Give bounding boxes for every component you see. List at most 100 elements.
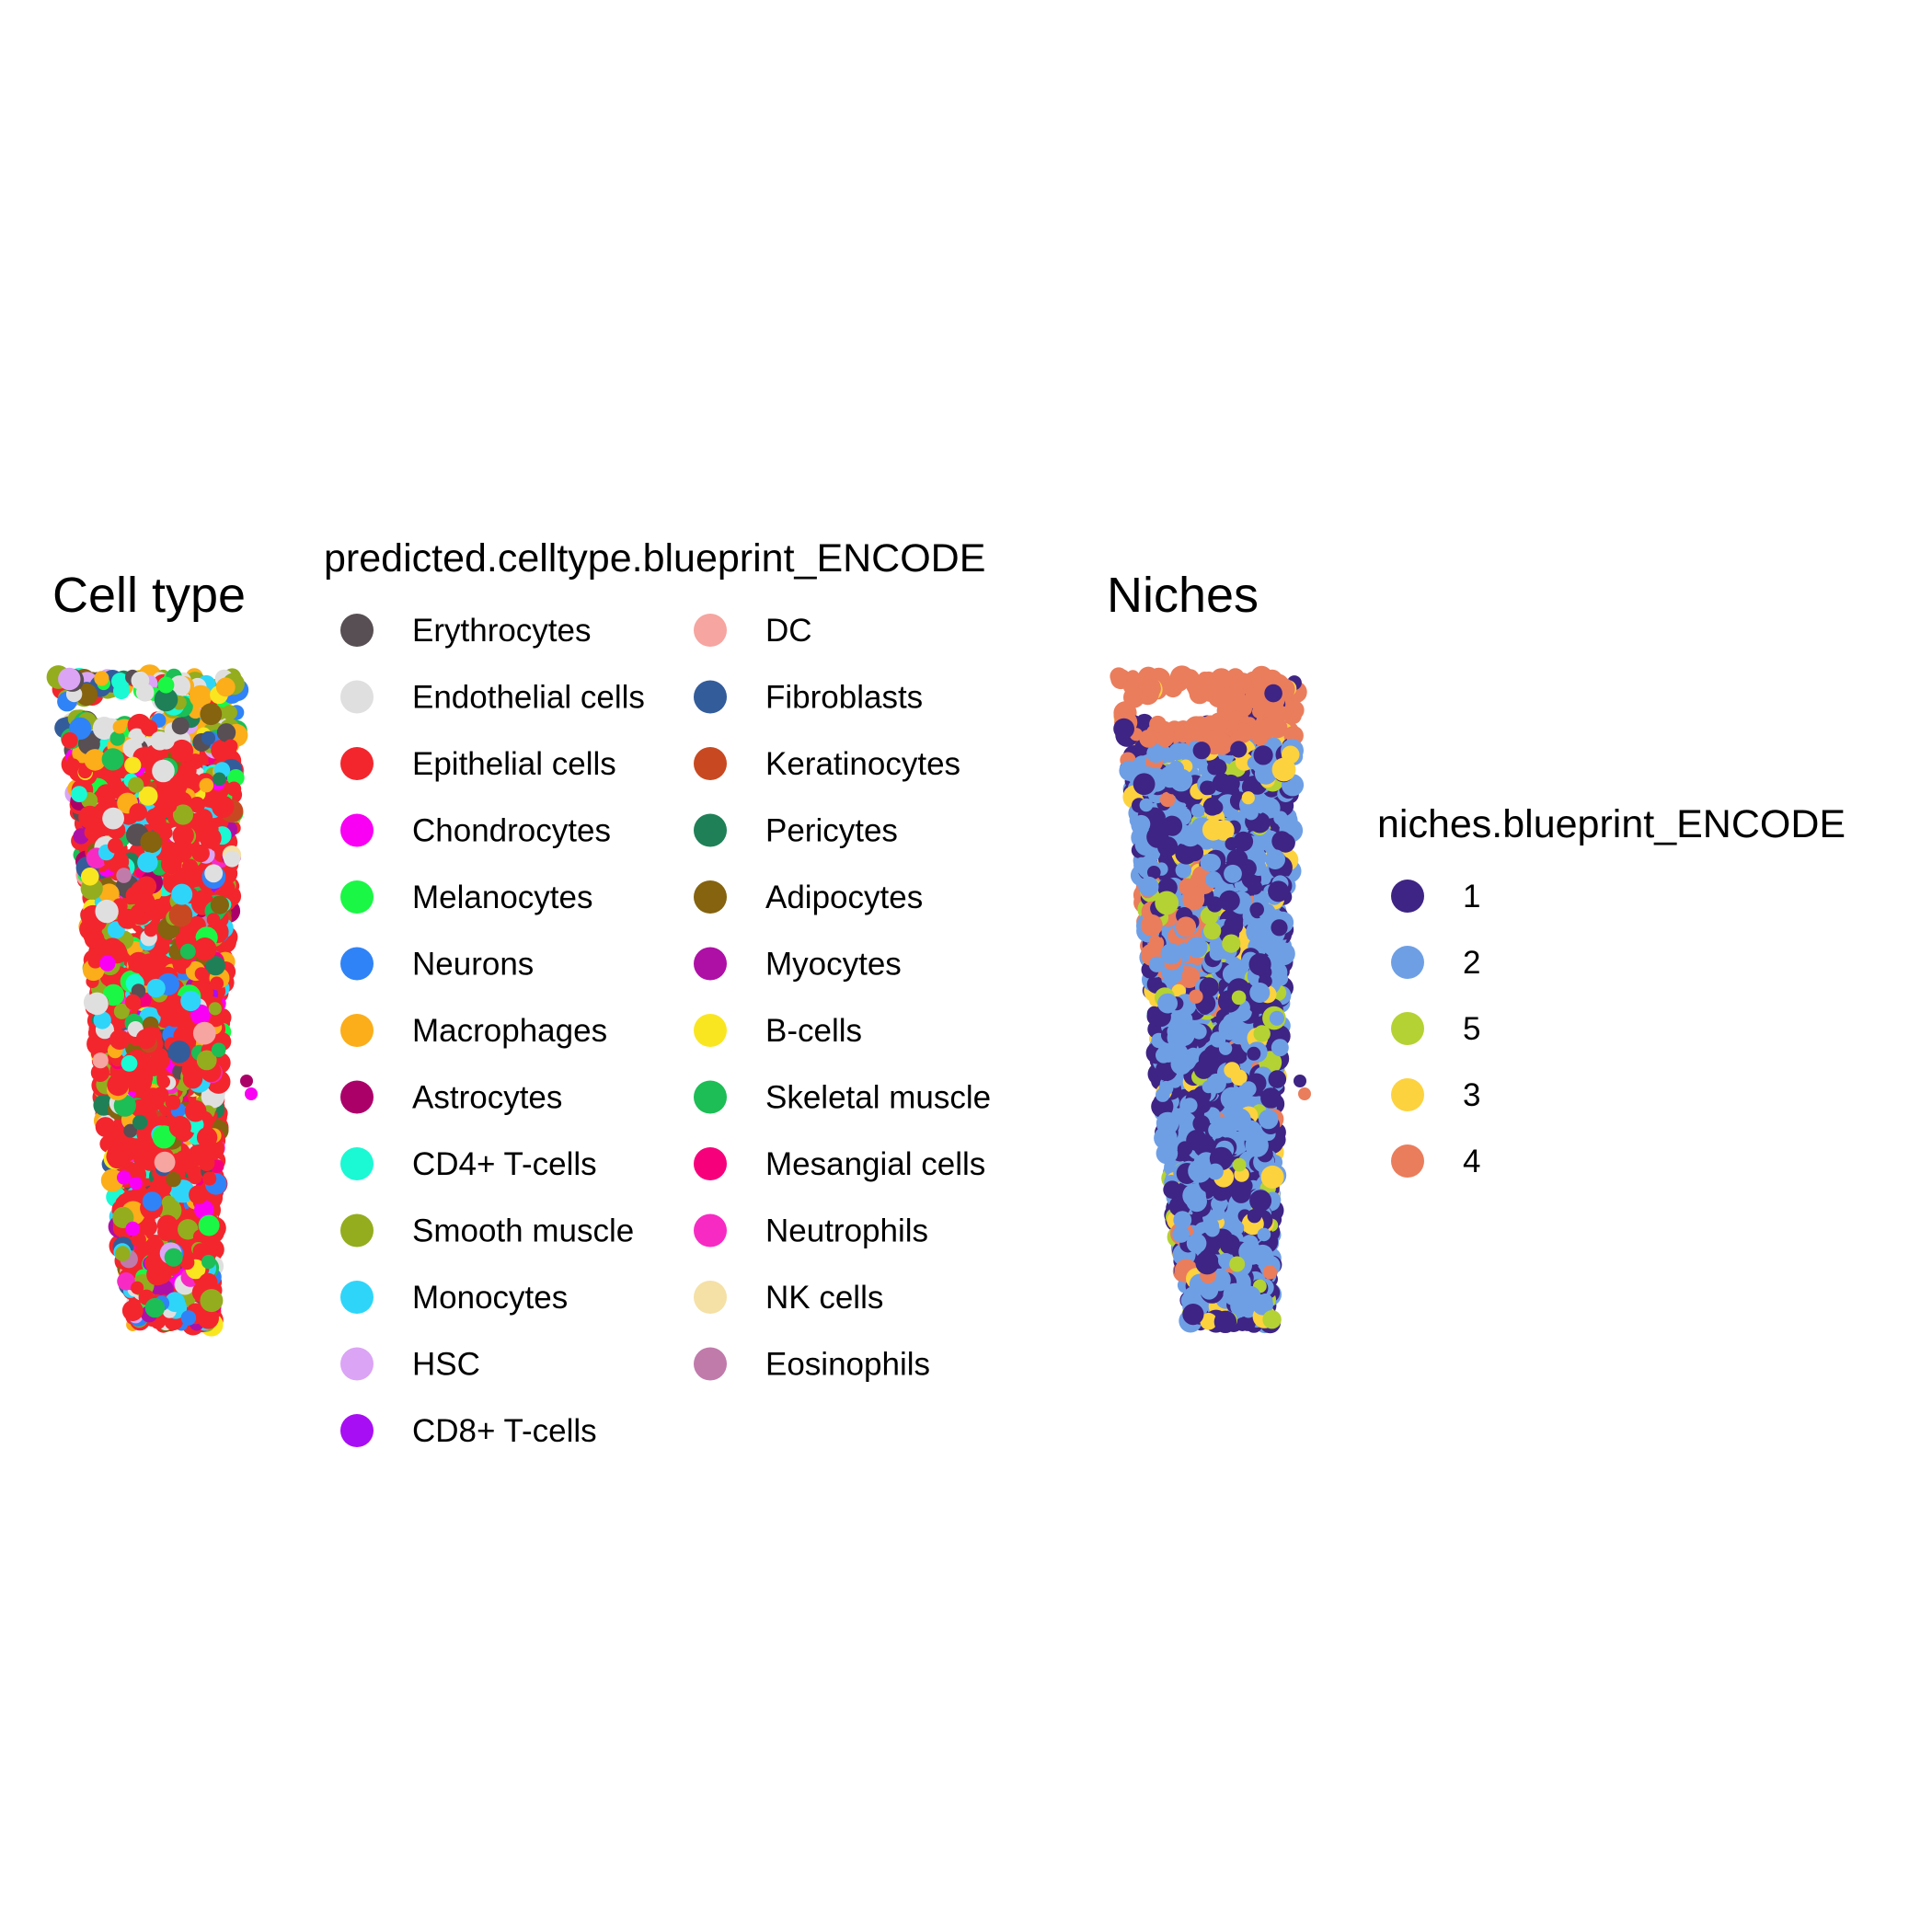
niches-point bbox=[1202, 797, 1222, 816]
legend-key bbox=[340, 813, 374, 847]
celltype-point bbox=[208, 1002, 222, 1016]
legend-item-eosinophils: Eosinophils bbox=[694, 1347, 930, 1383]
celltype-point bbox=[182, 1069, 203, 1089]
celltype-point bbox=[210, 976, 224, 991]
celltype-point bbox=[117, 1170, 132, 1185]
legend-item-dc: DC bbox=[694, 613, 812, 649]
niches-point bbox=[1190, 1023, 1207, 1040]
legend-item-epithelial-cells: Epithelial cells bbox=[340, 746, 616, 782]
celltype-point bbox=[90, 1063, 109, 1082]
celltype-point bbox=[93, 1011, 111, 1029]
celltype-point bbox=[132, 1114, 148, 1131]
celltype-point bbox=[172, 824, 194, 846]
celltype-point bbox=[84, 749, 107, 771]
celltype-point bbox=[199, 1144, 217, 1161]
celltype-point bbox=[129, 803, 147, 822]
celltype-point bbox=[156, 1075, 170, 1089]
celltype-point bbox=[222, 705, 237, 720]
celltype-point bbox=[117, 1272, 135, 1291]
legend-label: Epithelial cells bbox=[412, 746, 616, 782]
legend-item-chondrocytes: Chondrocytes bbox=[340, 813, 611, 849]
celltype-point bbox=[200, 703, 223, 726]
celltype-point bbox=[210, 895, 229, 914]
legend-key bbox=[340, 680, 374, 714]
celltype-point bbox=[58, 667, 81, 691]
celltype-point bbox=[179, 943, 196, 960]
celltype-point bbox=[127, 716, 144, 732]
celltype-point bbox=[144, 1297, 166, 1318]
celltype-point bbox=[154, 1151, 176, 1173]
niches-panel: Niches bbox=[1107, 568, 1311, 1334]
legend-label: CD8+ T-cells bbox=[412, 1413, 597, 1449]
niches-point bbox=[1146, 743, 1166, 764]
celltype-point bbox=[168, 903, 193, 927]
celltype-point bbox=[75, 683, 98, 707]
celltype-point bbox=[195, 809, 213, 827]
legend-key bbox=[694, 1281, 727, 1314]
celltype-point bbox=[196, 1127, 218, 1148]
celltype-point bbox=[107, 1142, 130, 1166]
celltype-legend: predicted.celltype.blueprint_ENCODE Eryt… bbox=[324, 536, 991, 1449]
celltype-panel: Cell type bbox=[46, 568, 258, 1337]
celltype-point bbox=[135, 1029, 156, 1050]
celltype-point bbox=[199, 777, 214, 793]
legend-label: Endothelial cells bbox=[412, 680, 645, 716]
celltype-point bbox=[116, 868, 132, 883]
niches-point bbox=[1276, 706, 1292, 721]
legend-label: Macrophages bbox=[412, 1013, 607, 1049]
celltype-point bbox=[129, 1177, 143, 1190]
legend-item-macrophages: Macrophages bbox=[340, 1013, 607, 1049]
celltype-point bbox=[146, 978, 166, 998]
celltype-point bbox=[167, 1041, 191, 1064]
celltype-point bbox=[140, 831, 163, 854]
celltype-point bbox=[171, 717, 190, 735]
celltype-point bbox=[112, 1206, 134, 1228]
celltype-point bbox=[192, 1021, 216, 1045]
legend-key bbox=[694, 680, 727, 714]
legend-key bbox=[340, 947, 374, 981]
legend-label: Astrocytes bbox=[412, 1080, 562, 1116]
legend-key bbox=[340, 1281, 374, 1314]
celltype-point bbox=[138, 786, 158, 806]
legend-key bbox=[694, 1213, 727, 1248]
niches-point bbox=[1222, 934, 1241, 953]
legend-key bbox=[694, 1347, 727, 1381]
niches-point bbox=[1262, 1265, 1278, 1280]
legend-key bbox=[340, 614, 374, 647]
celltype-point bbox=[134, 1068, 154, 1087]
celltype-point bbox=[150, 730, 170, 751]
niches-scatter bbox=[1110, 665, 1311, 1334]
celltype-scatter bbox=[46, 664, 258, 1337]
celltype-point bbox=[189, 684, 213, 708]
celltype-point bbox=[175, 1150, 190, 1165]
celltype-point bbox=[92, 1052, 109, 1069]
niches-point bbox=[1237, 674, 1252, 690]
niches-point bbox=[1179, 824, 1202, 847]
celltype-point bbox=[187, 753, 203, 770]
legend-item-skeletal-muscle: Skeletal muscle bbox=[694, 1080, 991, 1116]
celltype-point bbox=[86, 992, 109, 1016]
celltype-point bbox=[152, 759, 175, 783]
celltype-point bbox=[141, 719, 158, 737]
legend-item-pericytes: Pericytes bbox=[694, 813, 898, 849]
legend-item-erythrocytes: Erythrocytes bbox=[340, 613, 592, 649]
niches-point bbox=[1126, 670, 1140, 684]
celltype-point bbox=[139, 953, 161, 975]
legend-key bbox=[694, 1014, 727, 1047]
niches-point bbox=[1128, 686, 1143, 702]
celltype-point bbox=[191, 844, 210, 863]
celltype-point bbox=[202, 1171, 217, 1186]
celltype-point bbox=[201, 730, 216, 745]
celltype-point bbox=[158, 825, 173, 840]
legend-item-b-cells: B-cells bbox=[694, 1013, 862, 1049]
celltype-point bbox=[224, 850, 241, 868]
celltype-point bbox=[180, 1310, 197, 1326]
niches-point bbox=[1207, 685, 1230, 708]
celltype-point bbox=[193, 937, 217, 961]
celltype-point bbox=[171, 883, 193, 905]
celltype-point bbox=[78, 805, 102, 829]
niches-point bbox=[1253, 1025, 1271, 1042]
celltype-point bbox=[141, 1087, 166, 1111]
legend-item-endothelial-cells: Endothelial cells bbox=[340, 680, 645, 716]
celltype-point bbox=[192, 1243, 209, 1259]
